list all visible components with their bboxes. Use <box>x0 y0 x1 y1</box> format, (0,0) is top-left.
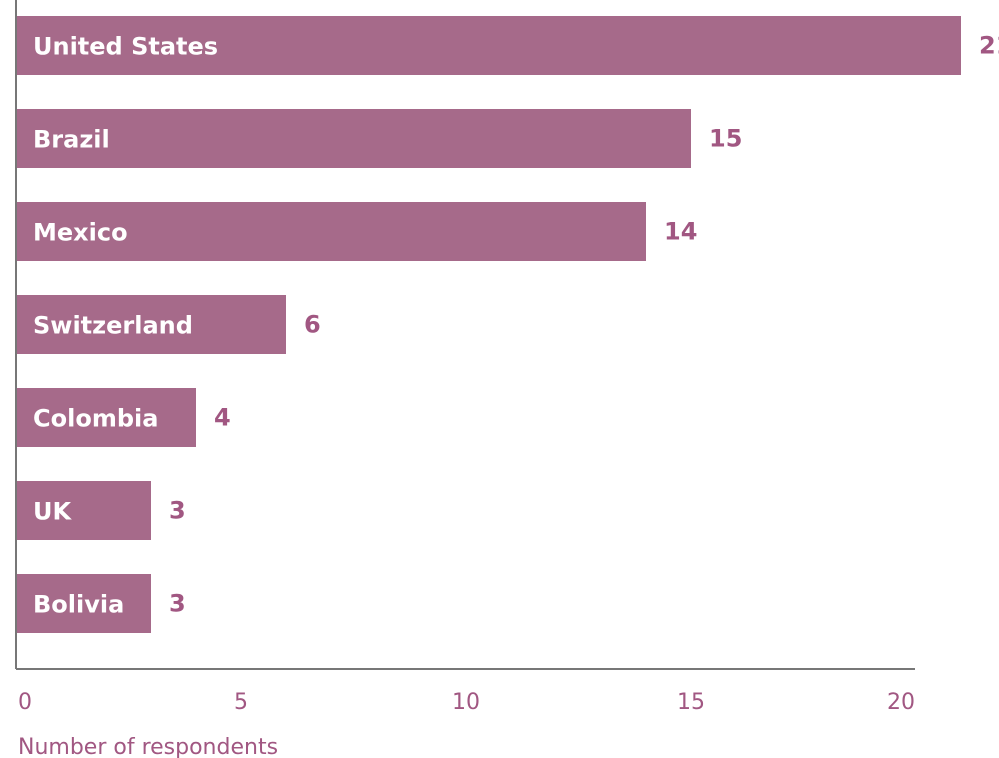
category-label-switzerland: Switzerland <box>33 312 193 340</box>
category-label-uk: UK <box>33 498 72 526</box>
x-axis-title: Number of respondents <box>18 735 278 758</box>
value-label-colombia: 4 <box>214 404 231 432</box>
value-label-brazil: 15 <box>709 125 742 153</box>
value-label-mexico: 14 <box>664 218 697 246</box>
bar-united-states <box>17 16 961 75</box>
category-label-mexico: Mexico <box>33 219 128 247</box>
value-label-bolivia: 3 <box>169 590 186 618</box>
x-tick-label-15: 15 <box>677 690 705 715</box>
x-ticks-group: 0 5 10 15 20 <box>18 690 915 715</box>
bar-uk <box>17 481 151 540</box>
bar-switzerland <box>17 295 286 354</box>
x-tick-label-20: 20 <box>887 690 915 715</box>
category-label-bolivia: Bolivia <box>33 591 124 619</box>
bar-brazil <box>17 109 691 168</box>
bar-colombia <box>17 388 196 447</box>
bar-mexico <box>17 202 646 261</box>
value-label-uk: 3 <box>169 497 186 525</box>
category-label-united-states: United States <box>33 33 218 61</box>
value-label-switzerland: 6 <box>304 311 321 339</box>
x-tick-label-0: 0 <box>18 690 32 715</box>
category-label-colombia: Colombia <box>33 405 158 433</box>
value-label-united-states: 21 <box>979 32 999 60</box>
x-tick-label-5: 5 <box>234 690 248 715</box>
bars-group: United States 21 Brazil 15 Mexico 14 Switzerla… <box>17 16 999 633</box>
bar-bolivia <box>17 574 151 633</box>
x-tick-label-10: 10 <box>452 690 480 715</box>
category-label-brazil: Brazil <box>33 126 110 154</box>
